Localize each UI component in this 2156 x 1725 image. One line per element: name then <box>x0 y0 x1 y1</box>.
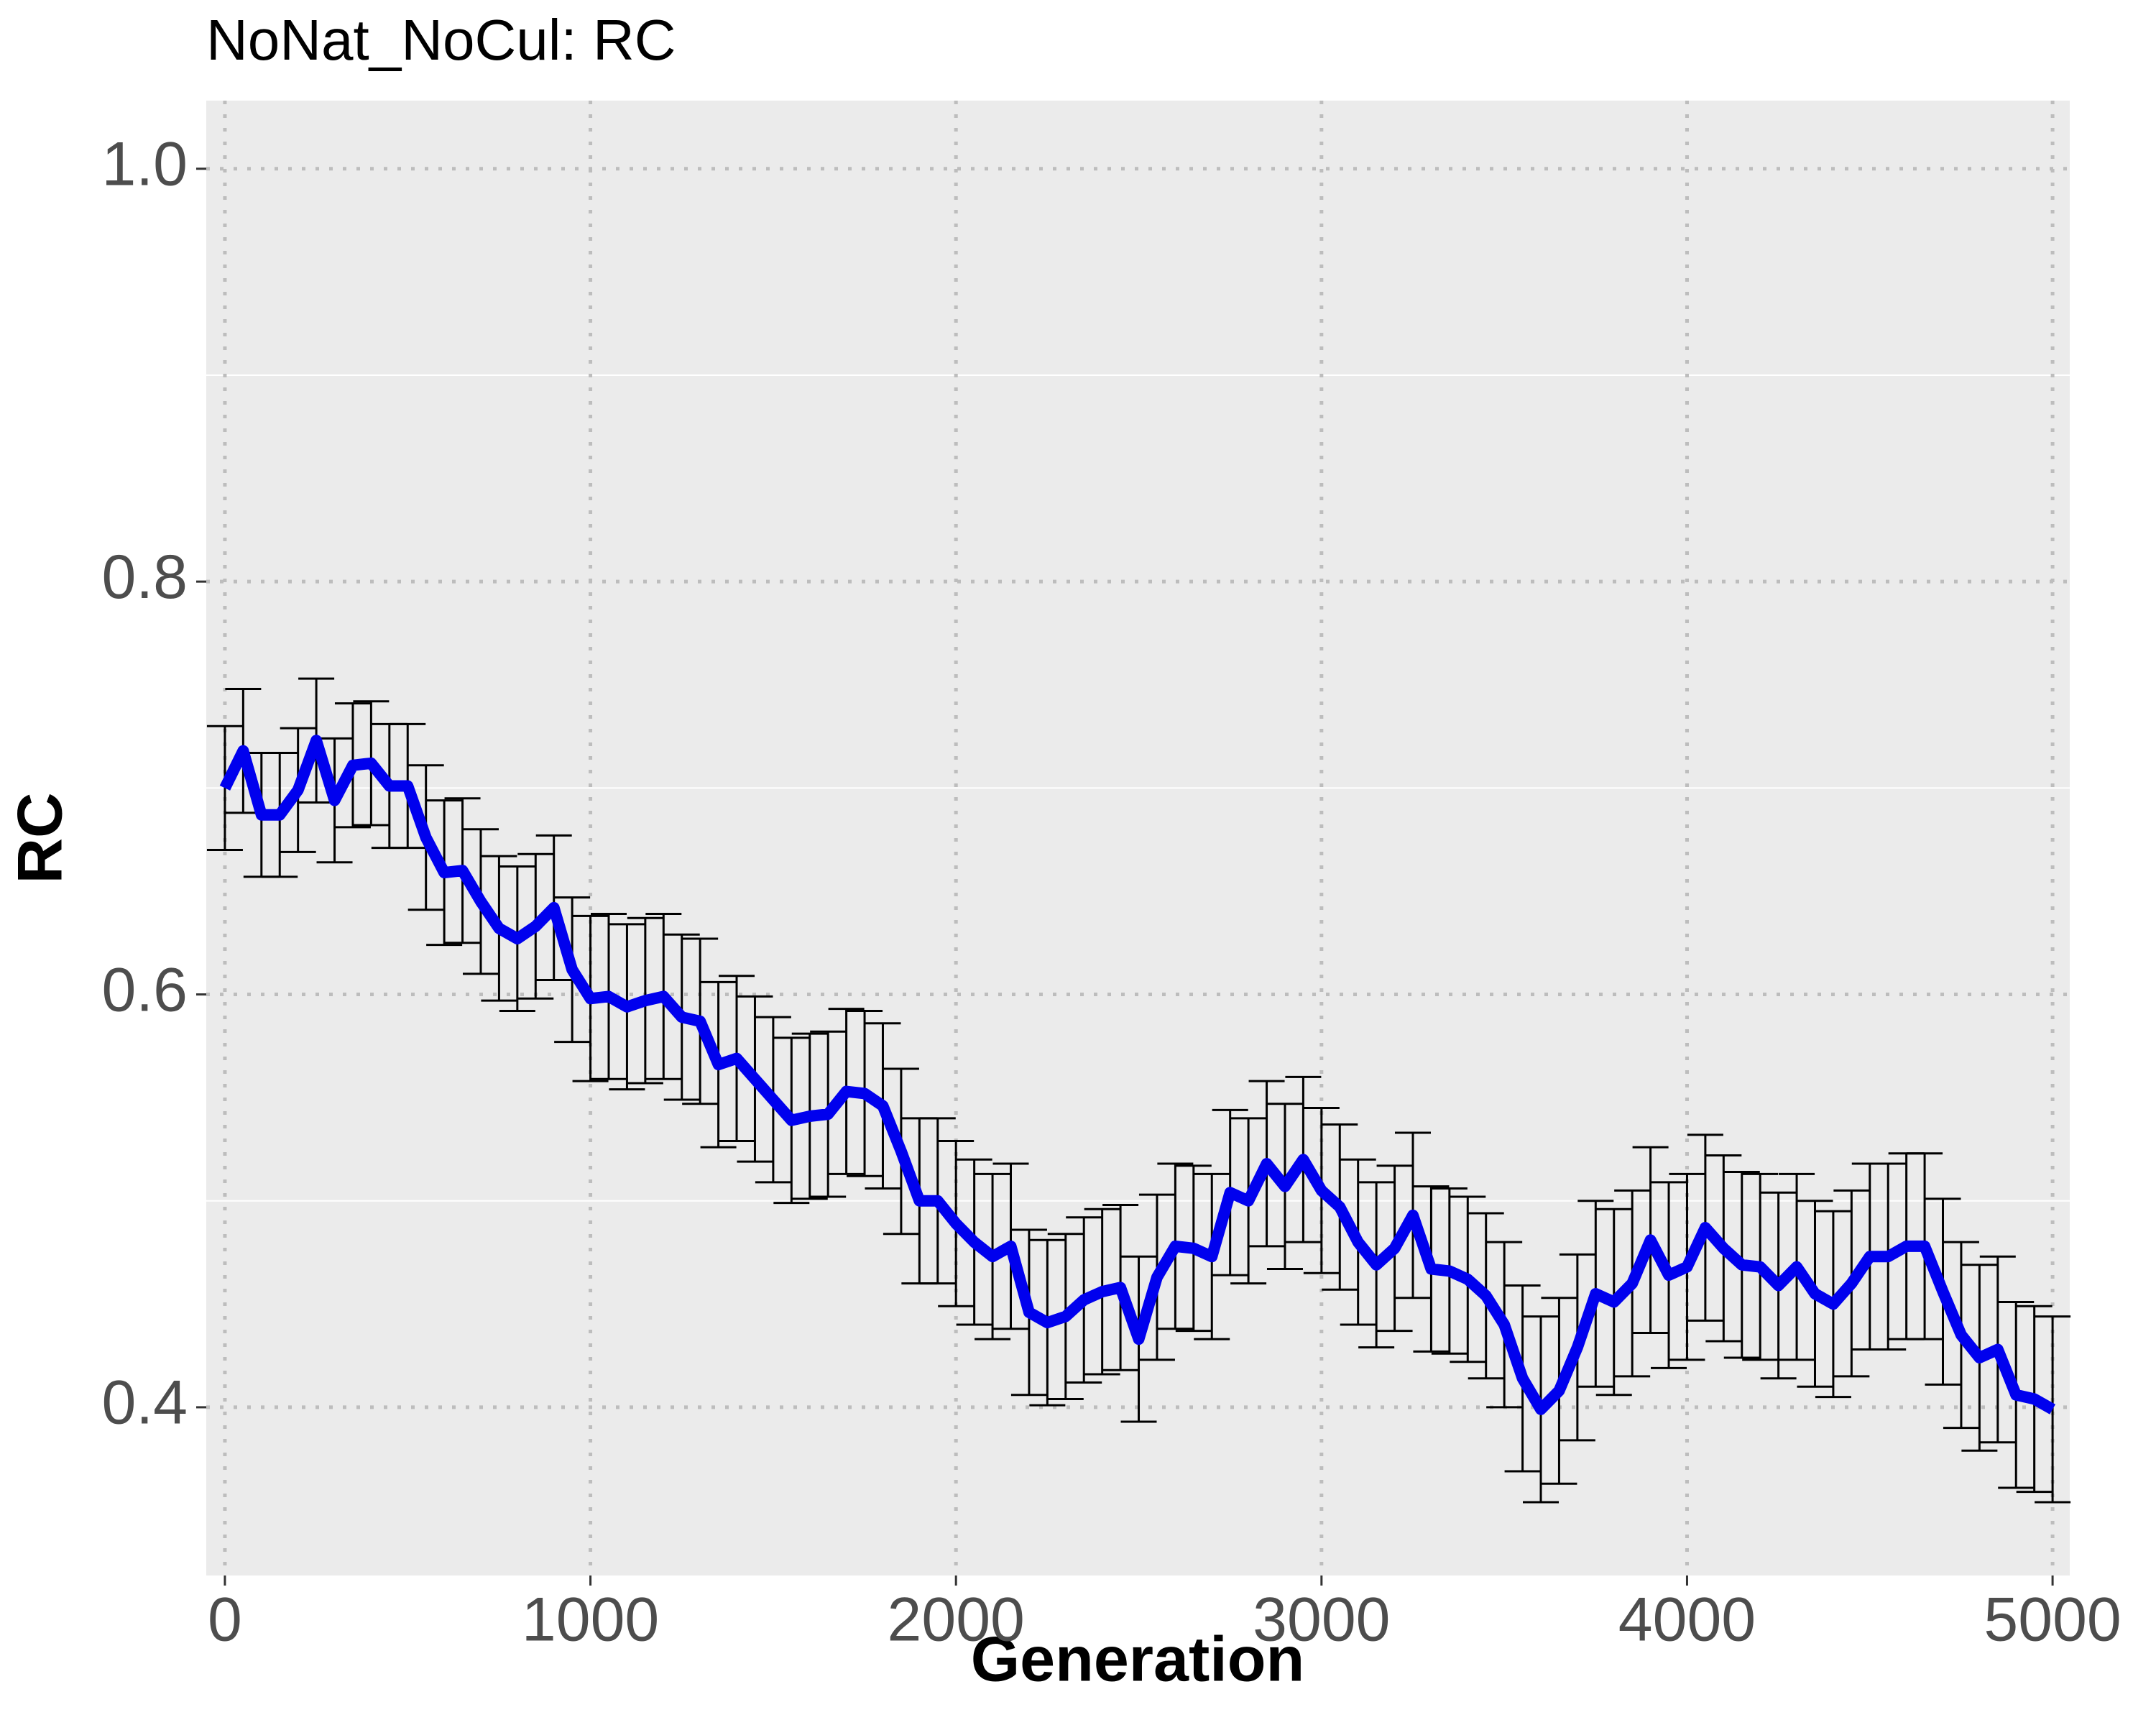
x-tick-label: 5000 <box>1984 1586 2121 1655</box>
x-tick-label: 1000 <box>522 1586 659 1655</box>
x-tick-label: 4000 <box>1618 1586 1756 1655</box>
y-tick-label: 0.8 <box>101 543 188 612</box>
x-tick-label: 3000 <box>1253 1586 1390 1655</box>
x-axis-title: Generation <box>971 1623 1305 1694</box>
y-tick-label: 1.0 <box>101 129 188 198</box>
y-tick-label: 0.6 <box>101 955 188 1024</box>
y-axis-title: RC <box>4 792 75 883</box>
data-line <box>219 735 2056 1415</box>
y-tick-label: 0.4 <box>101 1368 188 1438</box>
x-tick-label: 0 <box>208 1586 242 1655</box>
chart-title: NoNat_NoCul: RC <box>206 8 676 72</box>
x-tick-label: 2000 <box>888 1586 1025 1655</box>
